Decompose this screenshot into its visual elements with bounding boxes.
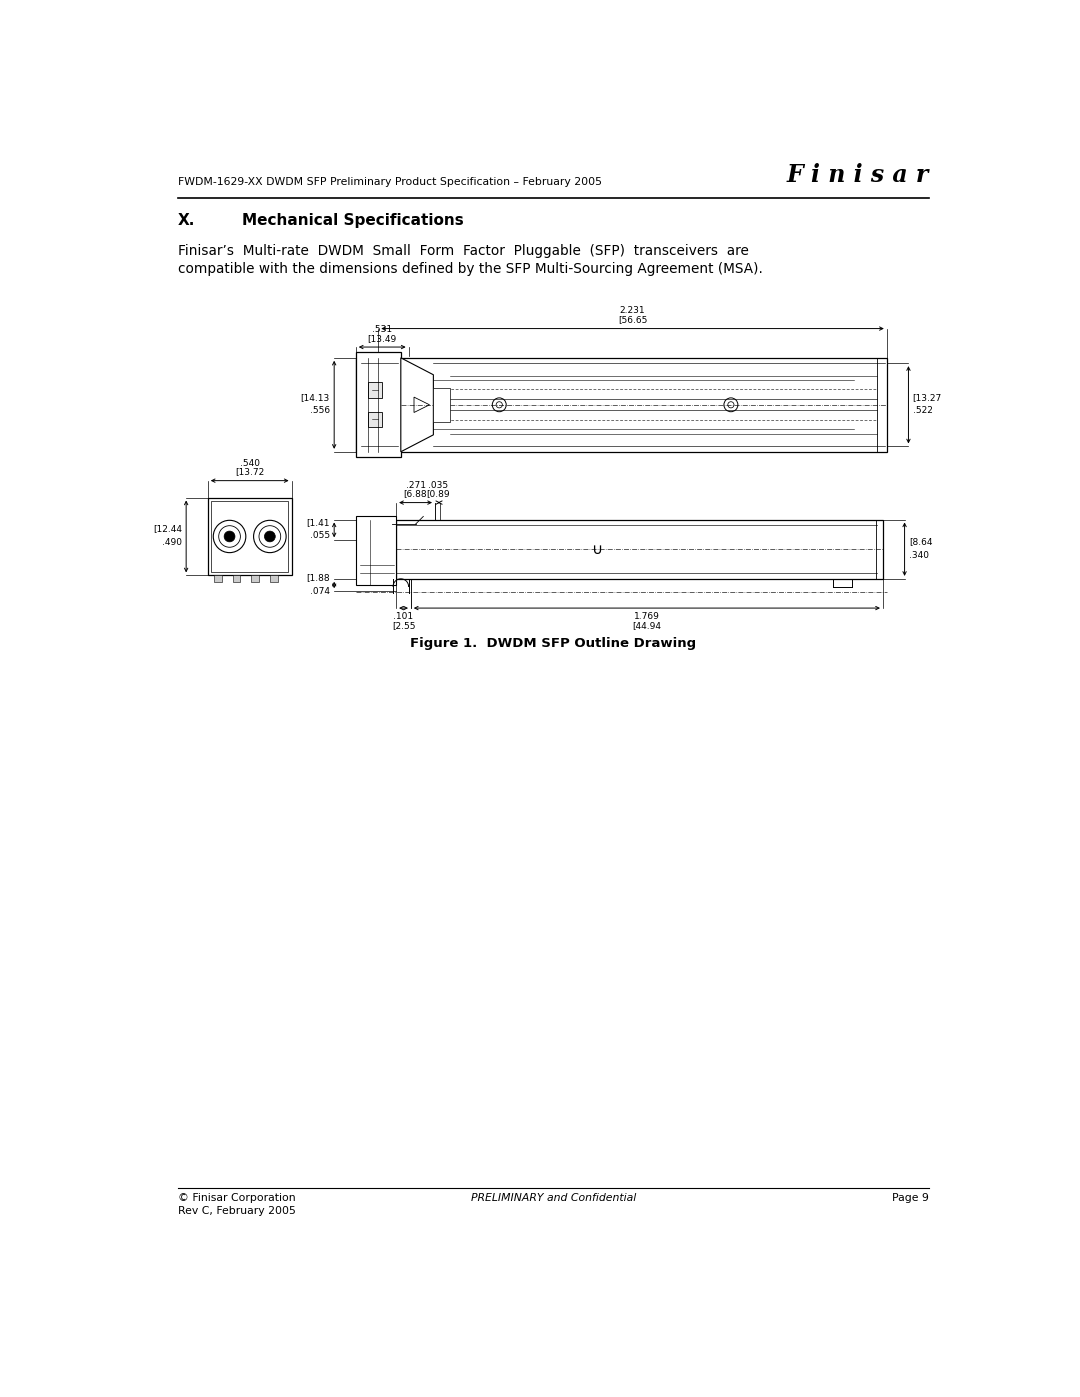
Text: [13.27: [13.27 — [913, 393, 942, 402]
Text: compatible with the dimensions defined by the SFP Multi-Sourcing Agreement (MSA): compatible with the dimensions defined b… — [177, 261, 762, 275]
Text: .490: .490 — [162, 538, 181, 548]
Bar — [232, 576, 241, 581]
Bar — [211, 500, 288, 573]
Text: ∪: ∪ — [591, 542, 602, 556]
Text: .055: .055 — [310, 531, 329, 541]
Text: .035: .035 — [428, 481, 448, 489]
Circle shape — [225, 531, 235, 542]
Text: .540: .540 — [240, 458, 259, 468]
Text: .271: .271 — [406, 481, 426, 489]
Text: Figure 1.  DWDM SFP Outline Drawing: Figure 1. DWDM SFP Outline Drawing — [410, 637, 697, 650]
Text: Rev C, February 2005: Rev C, February 2005 — [177, 1207, 296, 1217]
Circle shape — [265, 531, 275, 542]
Text: [8.64: [8.64 — [909, 536, 932, 546]
Text: .074: .074 — [310, 587, 329, 595]
Bar — [433, 388, 450, 422]
Text: Page 9: Page 9 — [892, 1193, 930, 1203]
Text: F i n i s a r: F i n i s a r — [787, 163, 930, 187]
Bar — [270, 576, 278, 581]
Bar — [252, 576, 259, 581]
Bar — [368, 383, 381, 398]
Text: X.: X. — [177, 214, 195, 228]
Text: [1.41: [1.41 — [307, 518, 329, 527]
Bar — [207, 497, 292, 576]
Text: [13.49: [13.49 — [367, 334, 396, 342]
Text: .101: .101 — [393, 612, 414, 622]
Text: PRELIMINARY and Confidential: PRELIMINARY and Confidential — [471, 1193, 636, 1203]
Text: [0.89: [0.89 — [426, 489, 449, 499]
Bar — [396, 520, 882, 578]
Text: [13.72: [13.72 — [235, 468, 265, 476]
Text: [44.94: [44.94 — [633, 622, 661, 630]
Text: [2.55: [2.55 — [392, 622, 416, 630]
Text: Finisar’s  Multi-rate  DWDM  Small  Form  Factor  Pluggable  (SFP)  transceivers: Finisar’s Multi-rate DWDM Small Form Fac… — [177, 244, 748, 258]
Text: .556: .556 — [310, 407, 329, 415]
Bar — [356, 352, 401, 457]
Text: .340: .340 — [909, 550, 929, 560]
Bar — [356, 517, 396, 585]
Text: [6.88: [6.88 — [404, 489, 428, 499]
Polygon shape — [401, 358, 433, 451]
Text: [14.13: [14.13 — [300, 393, 329, 402]
Bar — [368, 412, 381, 427]
Text: [56.65: [56.65 — [618, 316, 647, 324]
Text: © Finisar Corporation: © Finisar Corporation — [177, 1193, 295, 1203]
Text: FWDM-1629-XX DWDM SFP Preliminary Product Specification – February 2005: FWDM-1629-XX DWDM SFP Preliminary Produc… — [177, 177, 602, 187]
Text: 2.231: 2.231 — [620, 306, 646, 316]
Text: .522: .522 — [913, 407, 933, 415]
Text: .531: .531 — [373, 326, 392, 334]
Text: [1.88: [1.88 — [307, 573, 329, 583]
Text: 1.769: 1.769 — [634, 612, 660, 622]
Text: [12.44: [12.44 — [153, 524, 181, 534]
Bar — [214, 576, 221, 581]
Text: Mechanical Specifications: Mechanical Specifications — [242, 214, 463, 228]
Bar — [356, 358, 887, 451]
